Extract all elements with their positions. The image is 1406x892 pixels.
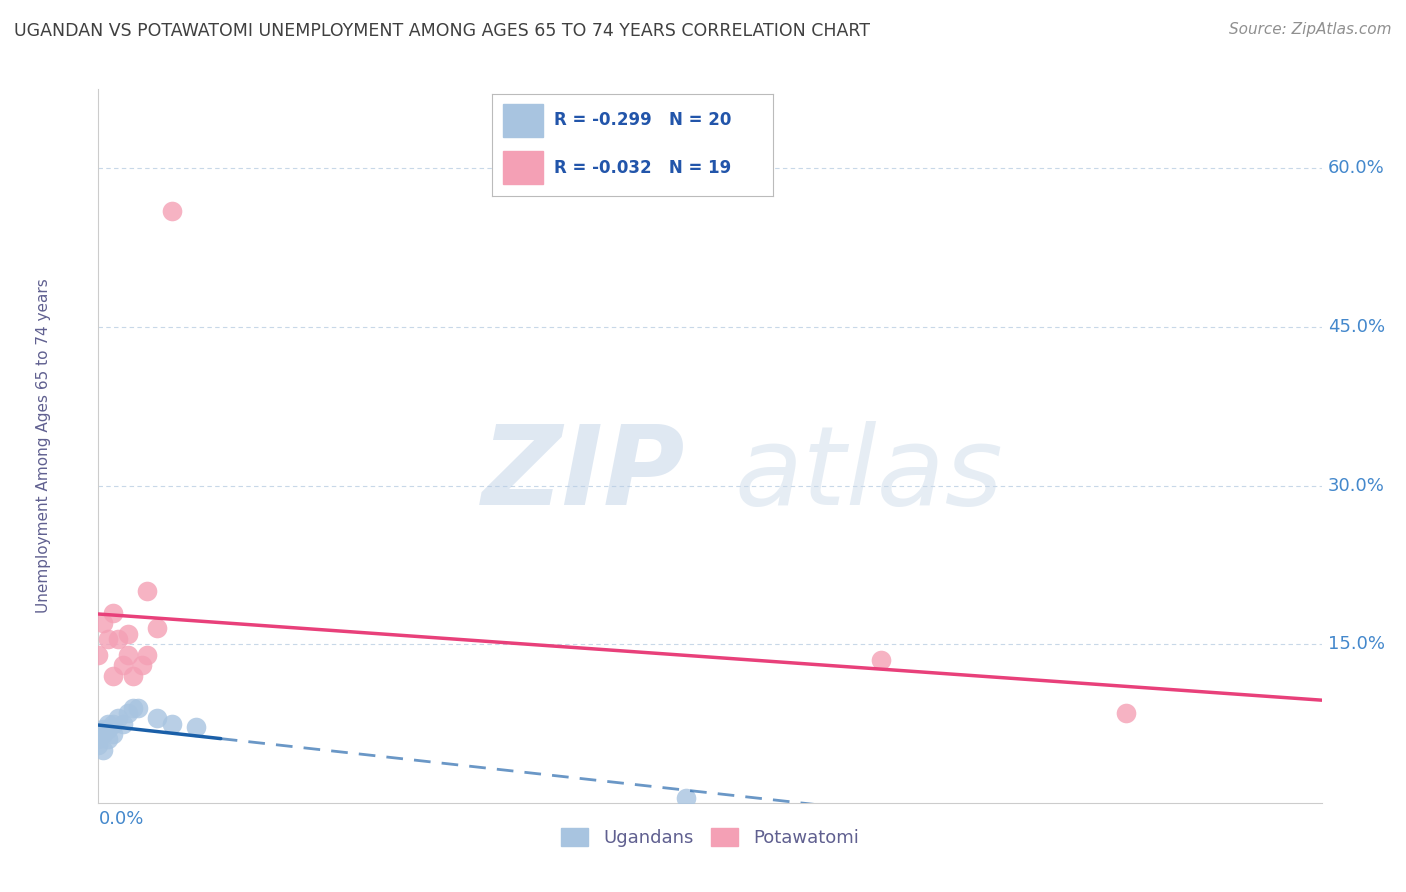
- Point: [1115, 706, 1137, 720]
- Text: 45.0%: 45.0%: [1327, 318, 1385, 336]
- Point: [675, 790, 697, 805]
- Point: [101, 727, 124, 741]
- Point: [160, 203, 183, 218]
- Point: [131, 658, 153, 673]
- Point: [107, 632, 129, 646]
- Point: [117, 626, 139, 640]
- Point: [127, 700, 149, 714]
- Point: [91, 616, 114, 631]
- Text: 15.0%: 15.0%: [1327, 635, 1385, 653]
- Text: UGANDAN VS POTAWATOMI UNEMPLOYMENT AMONG AGES 65 TO 74 YEARS CORRELATION CHART: UGANDAN VS POTAWATOMI UNEMPLOYMENT AMONG…: [14, 22, 870, 40]
- Point: [160, 716, 183, 731]
- Point: [87, 738, 110, 752]
- Point: [146, 711, 169, 725]
- Bar: [503, 104, 543, 136]
- Point: [87, 727, 110, 741]
- Point: [101, 669, 124, 683]
- Point: [101, 716, 124, 731]
- Point: [91, 722, 114, 736]
- Point: [97, 722, 120, 736]
- Point: [117, 706, 139, 720]
- Point: [186, 720, 208, 734]
- Point: [91, 743, 114, 757]
- Point: [91, 727, 114, 741]
- Point: [117, 648, 139, 662]
- Point: [121, 669, 143, 683]
- Point: [121, 700, 143, 714]
- Text: 60.0%: 60.0%: [1327, 160, 1385, 178]
- Point: [146, 621, 169, 635]
- Point: [97, 716, 120, 731]
- Point: [97, 632, 120, 646]
- Point: [107, 711, 129, 725]
- Text: 30.0%: 30.0%: [1327, 476, 1385, 495]
- Point: [87, 732, 110, 747]
- Point: [87, 648, 110, 662]
- Text: Unemployment Among Ages 65 to 74 years: Unemployment Among Ages 65 to 74 years: [37, 278, 51, 614]
- Text: R = -0.032   N = 19: R = -0.032 N = 19: [554, 159, 731, 177]
- Point: [111, 658, 134, 673]
- Text: 0.0%: 0.0%: [98, 810, 143, 828]
- Text: atlas: atlas: [734, 421, 1002, 528]
- Point: [101, 606, 124, 620]
- Text: Source: ZipAtlas.com: Source: ZipAtlas.com: [1229, 22, 1392, 37]
- Text: R = -0.299   N = 20: R = -0.299 N = 20: [554, 112, 731, 129]
- Bar: [503, 151, 543, 184]
- Point: [136, 648, 159, 662]
- Point: [136, 584, 159, 599]
- Legend: Ugandans, Potawatomi: Ugandans, Potawatomi: [554, 821, 866, 855]
- Text: ZIP: ZIP: [482, 421, 686, 528]
- Point: [97, 732, 120, 747]
- Point: [111, 716, 134, 731]
- Point: [870, 653, 893, 667]
